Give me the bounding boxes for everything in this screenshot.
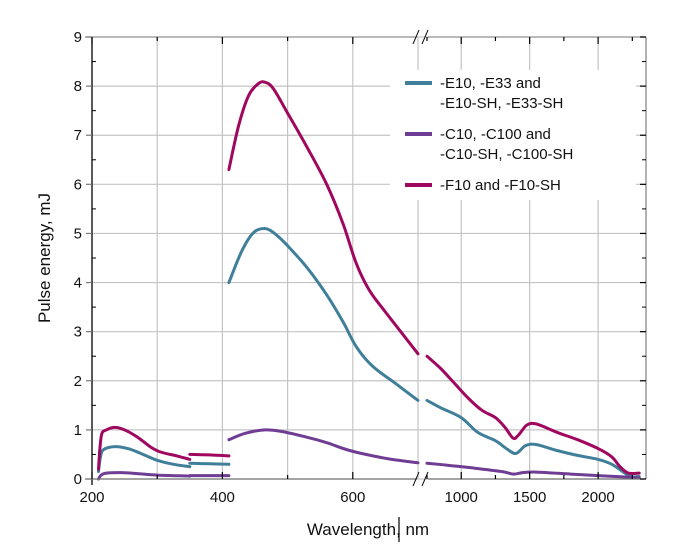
series-line-2-segment-3 [425,354,641,476]
axis-break-mark [412,471,420,487]
series-line-1-segment-3 [425,461,641,480]
y-tick-labels: 0 1 2 3 4 5 6 7 8 9 [74,29,82,488]
series-line-2-segment-1 [188,452,231,458]
y-tick-label: 0 [74,471,82,488]
x-tick-label: 200 [79,489,104,506]
x-tick-label: 2000 [581,489,614,506]
series-line-1-segment-2 [227,428,420,465]
series-line-0-segment-3 [425,398,641,479]
axis-break-mark [412,29,420,45]
series-line-0-segment-2 [227,226,420,402]
legend-label-2: -F10 and -F10-SH [440,177,561,194]
x-axis-title: Wavelength, nm [307,520,429,539]
legend-label-1: -C10, -C100 and [440,126,551,143]
series-line-2-segment-2 [227,80,420,356]
series-line-2-segment-0 [97,425,192,471]
series-line-0-segment-0 [97,445,192,474]
y-tick-label: 4 [74,275,82,292]
x-tick-label: 1000 [445,489,478,506]
x-tick-labels: 200 400 600 1000 1500 2000 [79,489,614,506]
x-tick-label: 1500 [513,489,546,506]
series-line-1-segment-0 [97,471,192,481]
y-tick-label: 2 [74,373,82,390]
legend-label-0: -E10, -E33 and [440,75,541,92]
y-tick-label: 5 [74,225,82,242]
x-tick-label: 600 [340,489,365,506]
legend-label-0: -E10-SH, -E33-SH [440,95,563,112]
y-axis-title: Pulse energy, mJ [35,193,54,323]
plot-frame [85,29,647,487]
legend-label-1: -C10-SH, -C100-SH [440,146,573,163]
y-tick-label: 7 [74,127,82,144]
axis-ticks [86,36,646,480]
y-tick-label: 3 [74,324,82,341]
y-tick-label: 6 [74,176,82,193]
y-tick-label: 9 [74,29,82,46]
series-line-0-segment-1 [188,461,231,466]
y-tick-label: 8 [74,78,82,95]
axis-break-mark [421,471,429,487]
y-tick-label: 1 [74,422,82,439]
legend: -E10, -E33 and -E10-SH, -E33-SH -C10, -C10… [390,70,636,200]
x-tick-label: 400 [210,489,235,506]
axis-break-mark [421,29,429,45]
